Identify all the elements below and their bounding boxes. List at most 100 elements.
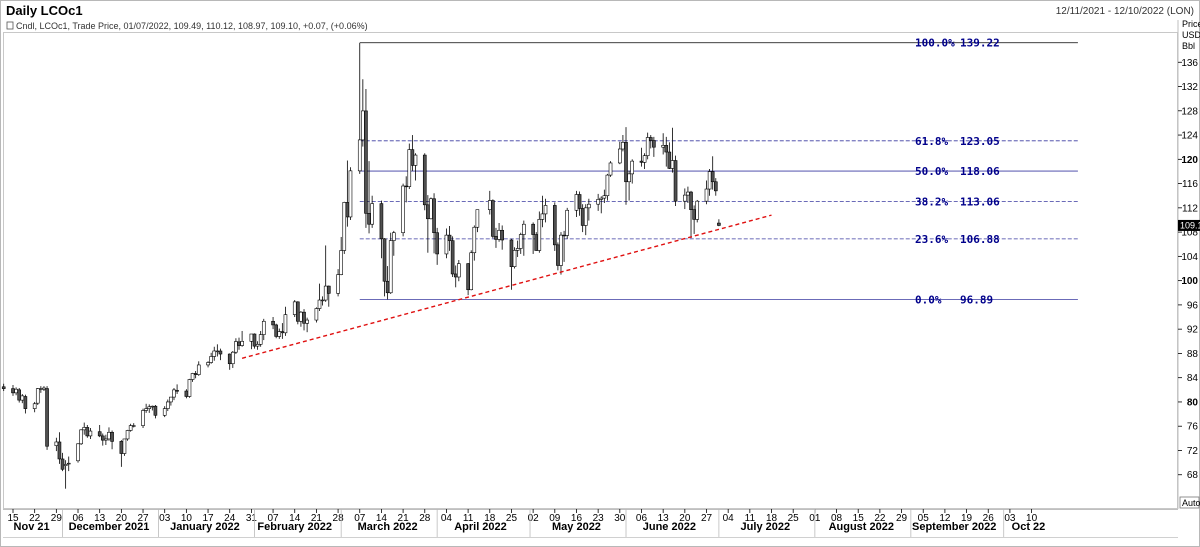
y-tick-label: 92 — [1187, 325, 1199, 336]
x-tick-label: 20 — [116, 513, 128, 524]
candle-body — [122, 438, 127, 454]
candle-body — [206, 362, 210, 366]
candle — [630, 159, 635, 184]
candle — [357, 42, 362, 174]
candle-body — [704, 188, 709, 202]
candle — [447, 226, 452, 251]
unit-line-1: Price — [1182, 19, 1200, 29]
series-info: Cndl, LCOc1, Trade Price, 01/07/2022, 10… — [16, 21, 368, 31]
candle-body — [107, 431, 111, 440]
candle-body — [426, 204, 430, 220]
x-tick-label: 22 — [29, 513, 41, 524]
candle-body — [574, 194, 579, 211]
candle-body — [100, 435, 105, 441]
x-tick-label: 14 — [289, 513, 301, 524]
candle-body — [515, 248, 520, 251]
candle — [1, 383, 6, 392]
candle — [491, 199, 495, 239]
x-tick-label: 18 — [766, 513, 778, 524]
candle-body — [342, 202, 347, 251]
y-tick-label: 124 — [1181, 131, 1198, 142]
candle — [317, 283, 322, 311]
candle — [599, 196, 604, 214]
candle — [342, 201, 347, 254]
candle — [97, 424, 102, 438]
candle-body — [215, 350, 220, 353]
candle-body — [664, 145, 669, 153]
candle-body — [345, 202, 350, 218]
candle — [63, 460, 68, 489]
candle-body — [388, 240, 393, 294]
candle — [305, 317, 309, 333]
candle — [475, 209, 480, 233]
candle-body — [231, 351, 235, 365]
candle-body — [450, 240, 455, 275]
candle-body — [487, 200, 492, 210]
y-tick-label: 88 — [1187, 349, 1199, 360]
candle-body — [710, 171, 715, 183]
x-tick-label: 26 — [983, 513, 995, 524]
candle-body — [713, 181, 718, 192]
candle — [302, 309, 306, 331]
x-tick-label: 09 — [549, 513, 561, 524]
candle-body — [673, 160, 678, 202]
candle-body — [314, 308, 319, 321]
x-tick-label: 11 — [463, 513, 474, 524]
x-tick-label: 16 — [571, 513, 583, 524]
candle-body — [79, 429, 83, 445]
candle — [713, 178, 718, 196]
candle-body — [119, 441, 124, 454]
x-tick-label: 12 — [939, 513, 951, 524]
candle-body — [648, 137, 653, 141]
x-tick-label: 28 — [333, 513, 345, 524]
series-icon — [6, 21, 14, 30]
candle-body — [392, 232, 396, 241]
x-tick-label: 29 — [51, 513, 63, 524]
candle-body — [670, 160, 675, 169]
x-tick-label: 06 — [72, 513, 84, 524]
candle — [695, 199, 700, 223]
candle — [710, 156, 715, 190]
candle-body — [605, 174, 610, 197]
candle — [392, 230, 396, 256]
y-tick-label: 132 — [1181, 82, 1198, 93]
candle-body — [707, 171, 712, 190]
candle-body — [104, 438, 108, 441]
candle — [274, 323, 278, 339]
candle — [648, 135, 653, 149]
candle-body — [583, 207, 588, 226]
candle-body — [596, 199, 600, 205]
candle — [652, 136, 656, 157]
candle-body — [453, 273, 458, 278]
candle — [401, 183, 405, 237]
x-tick-label: 31 — [246, 513, 258, 524]
auto-scale-button[interactable]: Auto — [1179, 496, 1200, 509]
candle-body — [326, 285, 331, 294]
candle-body — [422, 154, 427, 206]
candle-body — [320, 299, 325, 302]
fib-level-pct: 50.0% — [915, 165, 948, 178]
fib-level-price: 139.22 — [960, 37, 1000, 50]
candle-body — [494, 236, 498, 240]
candle — [518, 232, 523, 254]
candle-body — [642, 155, 647, 163]
y-tick-label: 128 — [1181, 106, 1198, 117]
candle-body — [686, 191, 690, 196]
candle-body — [57, 441, 62, 460]
candle-body — [82, 427, 87, 431]
x-month-label: Nov 21 — [14, 521, 50, 533]
fib-level-price: 113.06 — [960, 195, 1000, 208]
candle-body — [110, 431, 114, 442]
auto-scale-label[interactable]: Auto — [1182, 498, 1200, 508]
x-tick-label: 03 — [1004, 513, 1016, 524]
candle-body — [509, 239, 514, 267]
x-month-label: August 2022 — [829, 521, 894, 533]
last-price-tag-bg — [1178, 219, 1200, 231]
candle — [627, 170, 631, 201]
candle-body — [624, 142, 628, 183]
auto-scale-button-bg[interactable] — [1179, 496, 1200, 509]
candle-body — [618, 148, 622, 164]
candle-body — [141, 410, 145, 426]
candle — [689, 190, 693, 239]
fib-level-price: 123.05 — [960, 135, 1000, 148]
